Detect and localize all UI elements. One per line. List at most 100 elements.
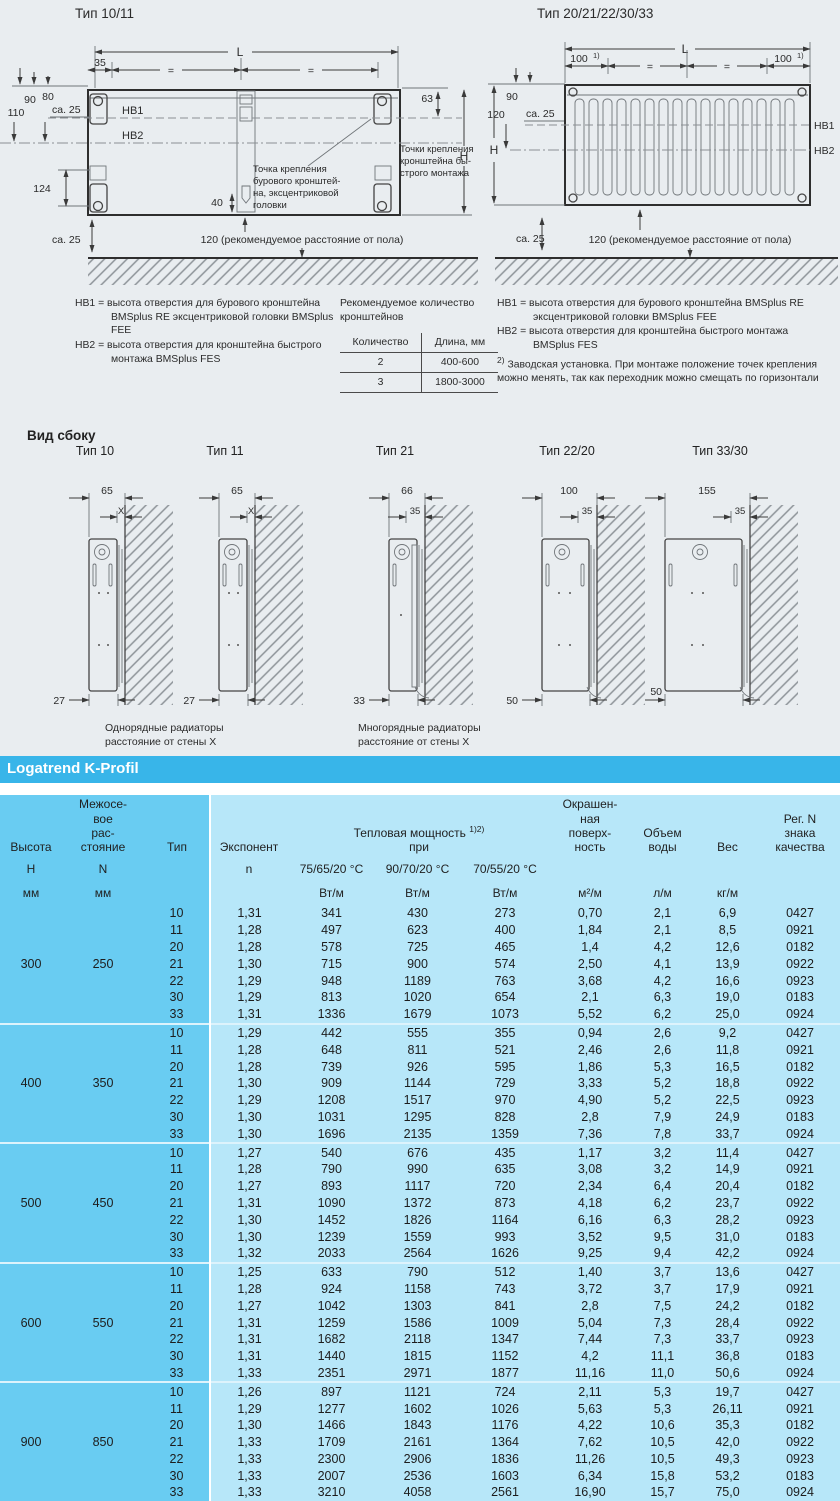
exponent-value: 1,32 xyxy=(210,1244,288,1263)
power-75-65: 739 xyxy=(288,1058,375,1075)
power-75-65: 633 xyxy=(288,1261,375,1281)
type-value: 20 xyxy=(144,1416,211,1434)
height-value: 400 xyxy=(0,1022,62,1144)
exponent-value: 1,28 xyxy=(210,1058,288,1075)
power-70-55: 724 xyxy=(460,1381,550,1401)
surface-value: 11,26 xyxy=(550,1450,630,1468)
reg-number: 0921 xyxy=(760,921,840,939)
spec-row: 22 1,30 1452 1826 1164 6,16 6,3 28,2 0923 xyxy=(0,1211,840,1229)
power-75-65: 540 xyxy=(288,1142,375,1161)
power-75-65: 897 xyxy=(288,1381,375,1401)
height-group: 400 350 10 1,29 442 555 355 0,94 2,6 9,2 0427 11 1,2… xyxy=(0,1022,840,1144)
exponent-value: 1,28 xyxy=(210,938,288,956)
side-view-type-11: 65 X 27 xyxy=(183,485,303,707)
power-75-65: 1042 xyxy=(288,1297,375,1315)
hb2-definition: HB2 = высота отверстия для кронштейна бы… xyxy=(497,326,789,352)
spec-row: 30 1,31 1440 1815 1152 4,2 11,1 36,8 0183 xyxy=(0,1347,840,1365)
water-volume: 5,2 xyxy=(630,1091,695,1109)
dimension-lines: L 35 = = 90 80 110 ca. 25 HB xyxy=(0,45,472,253)
power-75-65: 3210 xyxy=(288,1484,375,1501)
spec-row: 33 1,30 1696 2135 1359 7,36 7,8 33,7 0924 xyxy=(0,1125,840,1144)
exponent-symbol: n xyxy=(245,861,253,876)
type-value: 22 xyxy=(144,1450,211,1468)
side-view-title-21: Тип 21 xyxy=(375,444,415,458)
dim-63: 63 xyxy=(421,93,433,105)
reg-number: 0922 xyxy=(760,1314,840,1331)
reg-number: 0923 xyxy=(760,1091,840,1109)
side-view-title-10: Тип 10 xyxy=(75,444,115,458)
power-90-70: 1303 xyxy=(375,1297,460,1315)
dim-eq-2: = xyxy=(724,61,730,73)
water-volume: 11,1 xyxy=(630,1347,695,1365)
power-70-55: 521 xyxy=(460,1041,550,1059)
power-70-55: 1626 xyxy=(460,1244,550,1263)
water-volume: 3,7 xyxy=(630,1280,695,1298)
water-volume: 7,8 xyxy=(630,1125,695,1144)
water-volume: 3,2 xyxy=(630,1142,695,1161)
col-header-spacing: Межосе- вое рас- стояние xyxy=(78,797,128,854)
type-value: 21 xyxy=(144,1194,211,1212)
side-view-type-33-30: 155 35 50 xyxy=(645,485,798,706)
weight-value: 33,7 xyxy=(695,1330,760,1348)
type-value: 22 xyxy=(144,1330,211,1348)
water-volume: 5,3 xyxy=(630,1400,695,1417)
power-90-70: 725 xyxy=(375,938,460,956)
dim-H: H xyxy=(490,143,499,157)
exponent-value: 1,30 xyxy=(210,1108,288,1126)
exponent-value: 1,31 xyxy=(210,905,288,922)
weight-value: 11,8 xyxy=(695,1041,760,1059)
surface-value: 1,4 xyxy=(550,938,630,956)
power-70-55: 1009 xyxy=(460,1314,550,1331)
surface-value: 5,04 xyxy=(550,1314,630,1331)
caption-multi-row: Многорядные радиаторы расстояние от стен… xyxy=(358,722,481,748)
weight-value: 24,9 xyxy=(695,1108,760,1126)
spacing-unit: мм xyxy=(94,885,112,900)
spec-row: 30 1,33 2007 2536 1603 6,34 15,8 53,2 0183 xyxy=(0,1467,840,1485)
power-90-70: 1602 xyxy=(375,1400,460,1417)
power-70-55: 654 xyxy=(460,988,550,1006)
exponent-value: 1,33 xyxy=(210,1364,288,1383)
water-volume: 2,1 xyxy=(630,921,695,939)
power-70-55: 595 xyxy=(460,1058,550,1075)
power-70-55: 720 xyxy=(460,1177,550,1195)
type-value: 21 xyxy=(144,1074,211,1092)
spec-row: 22 1,33 2300 2906 1836 11,26 10,5 49,3 0923 xyxy=(0,1450,840,1468)
reg-number: 0183 xyxy=(760,988,840,1006)
legend-left: HB1 = высота отверстия для бурового крон… xyxy=(75,297,337,368)
power-90-70: 2161 xyxy=(375,1433,460,1451)
dimension-lines: L 100 1) = = 100 1) 90 120 ca. 25 xyxy=(487,42,835,251)
weight-value: 33,7 xyxy=(695,1125,760,1144)
bracket-col-length: Длина, мм xyxy=(421,333,498,354)
floor: 120 (рекомендуемое расстояние от пола) xyxy=(88,217,478,285)
power-70-55: 970 xyxy=(460,1091,550,1109)
power-70-55: 355 xyxy=(460,1022,550,1042)
power-90-70: 676 xyxy=(375,1142,460,1161)
reg-number: 0923 xyxy=(760,1330,840,1348)
exponent-value: 1,30 xyxy=(210,1211,288,1229)
power-90-70: 2118 xyxy=(375,1330,460,1348)
power-70-55: 2561 xyxy=(460,1484,550,1501)
type-value: 11 xyxy=(144,1280,211,1298)
spec-row: 20 1,30 1466 1843 1176 4,22 10,6 35,3 0182 xyxy=(0,1416,840,1434)
power-90-70: 1372 xyxy=(375,1194,460,1212)
note-drill-bracket: Точка крепления xyxy=(253,164,327,175)
dim-L: L xyxy=(682,42,689,56)
dim-100-left: 100 xyxy=(570,53,588,65)
spec-row: 22 1,29 948 1189 763 3,68 4,2 16,6 0923 xyxy=(0,972,840,989)
power-70-55: 1877 xyxy=(460,1364,550,1383)
power-90-70: 2564 xyxy=(375,1244,460,1263)
exponent-value: 1,28 xyxy=(210,921,288,939)
power-70-55: 1164 xyxy=(460,1211,550,1229)
power-70-55: 729 xyxy=(460,1074,550,1092)
surface-value: 3,68 xyxy=(550,972,630,989)
type-value: 10 xyxy=(144,1261,211,1281)
power-70-55: 841 xyxy=(460,1297,550,1315)
spec-row: 11 1,28 648 811 521 2,46 2,6 11,8 0921 xyxy=(0,1041,840,1059)
power-75-65: 924 xyxy=(288,1280,375,1298)
type-value: 20 xyxy=(144,1058,211,1075)
power-90-70: 1189 xyxy=(375,972,460,989)
power-75-65: 1208 xyxy=(288,1091,375,1109)
water-volume: 7,3 xyxy=(630,1330,695,1348)
water-volume: 10,6 xyxy=(630,1416,695,1434)
